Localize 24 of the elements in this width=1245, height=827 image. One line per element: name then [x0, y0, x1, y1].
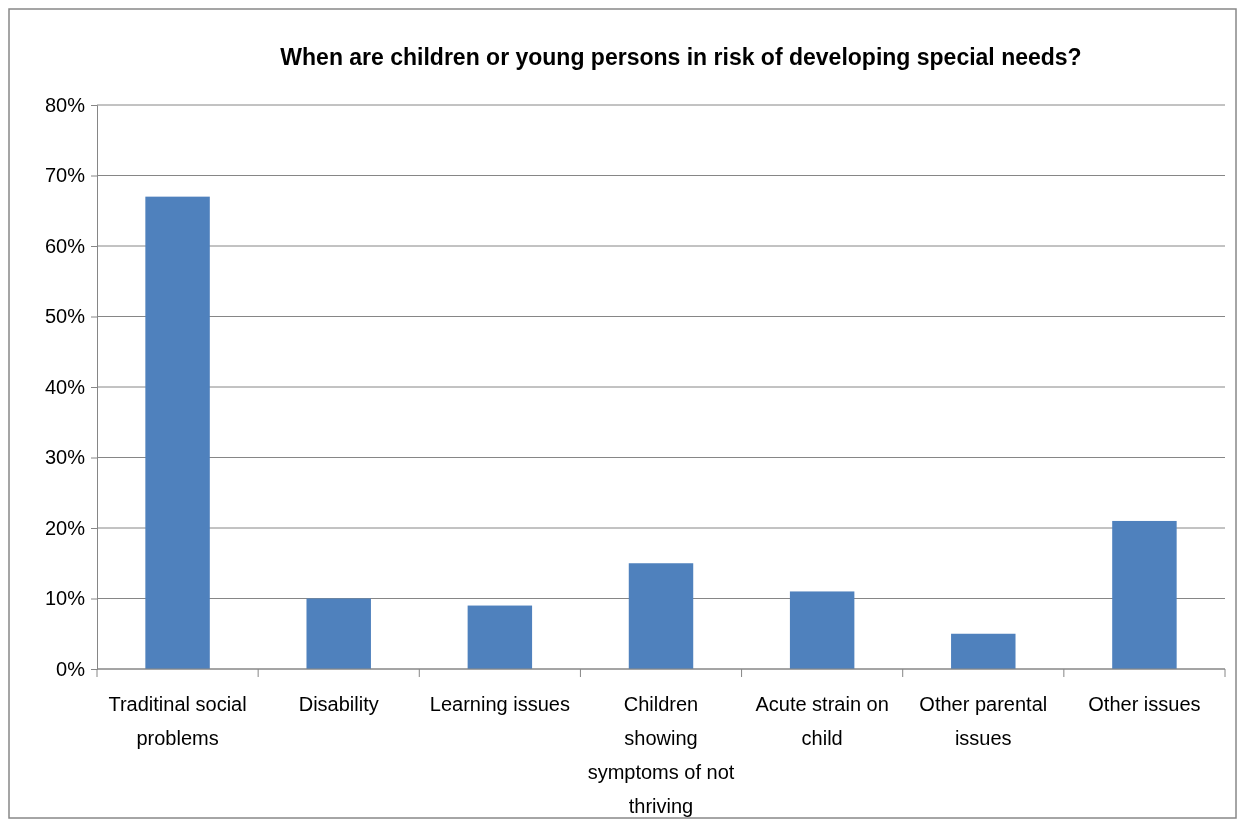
bar: [306, 598, 371, 669]
bar: [951, 633, 1016, 669]
bar: [145, 196, 210, 669]
y-tick-label: 60%: [44, 234, 86, 257]
bar: [467, 605, 533, 669]
x-tick-label: Disability: [298, 693, 379, 715]
y-tick-label: 80%: [44, 93, 86, 116]
y-tick-label: 70%: [44, 164, 86, 187]
x-tick-label: Children showing symptoms of not thriving: [587, 693, 735, 817]
x-tick-label: Traditinal social problems: [108, 693, 247, 749]
x-tick-label: Other parental issues: [919, 693, 1048, 749]
x-tick-label: Learning issues: [429, 693, 570, 715]
bar: [789, 591, 855, 669]
x-tick-label: Acute strain on child: [755, 693, 889, 749]
x-tick-label: Other issues: [1088, 693, 1201, 715]
y-tick-label: 40%: [44, 375, 86, 398]
y-tick-label: 30%: [44, 446, 86, 469]
bar: [1112, 520, 1177, 669]
y-tick-label: 50%: [44, 305, 86, 328]
bar: [628, 563, 694, 669]
chart-title: When are children or young persons in risk of developing special needs?: [280, 44, 1082, 70]
y-tick-label: 10%: [44, 587, 86, 610]
y-tick-label: 0%: [56, 657, 86, 680]
y-tick-label: 20%: [44, 516, 86, 539]
